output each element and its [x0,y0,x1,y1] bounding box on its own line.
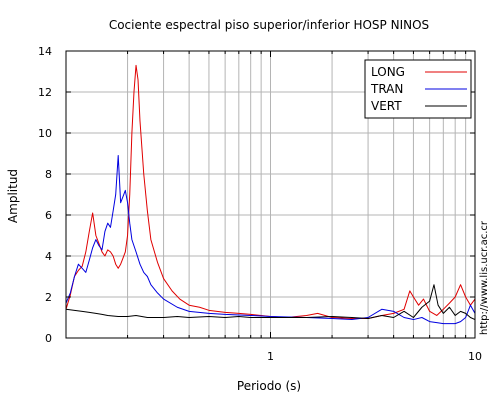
series-line-tran [65,155,476,325]
tick-labels: 0 2 4 6 8 10 12 14 1 10 [38,45,482,363]
x-tick-label: 1 [267,350,274,363]
source-url: http://www.lis.ucr.ac.cr [479,220,490,335]
y-tick-label: 6 [45,209,52,222]
series-layer [65,64,476,325]
x-axis-label: Periodo (s) [237,379,301,393]
y-tick-label: 8 [45,168,52,181]
legend-label-long: LONG [371,65,405,79]
y-tick-label: 0 [45,332,52,345]
x-tick-label: 10 [468,350,482,363]
legend-label-tran: TRAN [370,82,403,96]
axis-ticks [66,50,475,339]
y-tick-label: 14 [38,45,52,58]
y-tick-label: 4 [45,250,52,263]
series-line-long [65,64,476,320]
series-line-vert [65,284,476,321]
y-tick-label: 10 [38,127,52,140]
legend: LONG TRAN VERT [364,59,472,119]
chart-title: Cociente espectral piso superior/inferio… [109,18,429,32]
y-tick-label: 2 [45,291,52,304]
legend-label-vert: VERT [371,99,402,113]
y-tick-label: 12 [38,86,52,99]
y-axis-label: Amplitud [6,169,20,223]
